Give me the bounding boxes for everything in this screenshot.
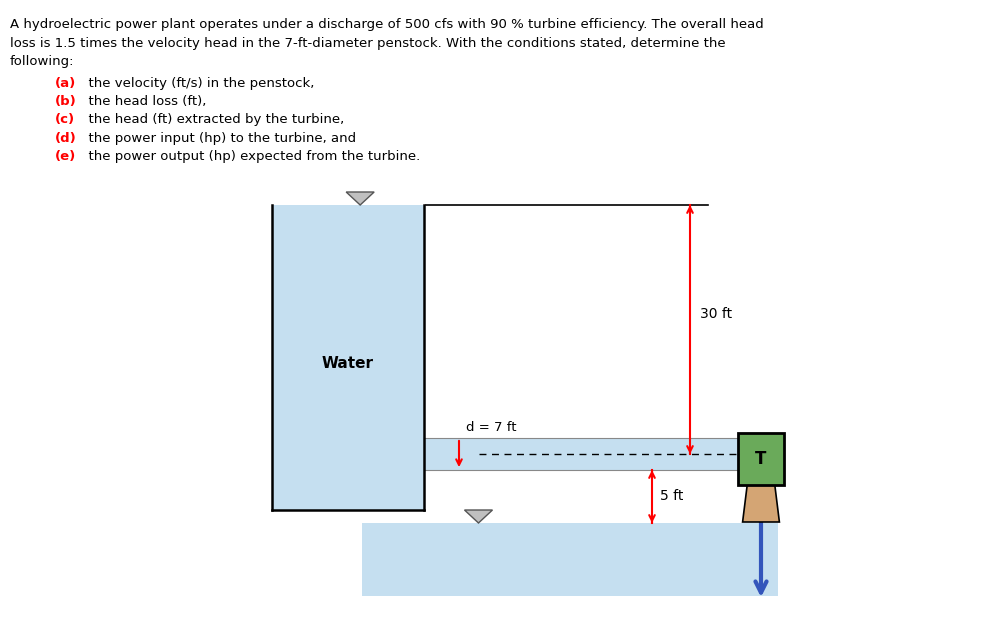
Bar (362, 523, 778, 596)
Text: the head loss (ft),: the head loss (ft), (80, 95, 206, 108)
Bar (738, 433, 784, 485)
Text: loss is 1.5 times the velocity head in the 7-ft-diameter penstock. With the cond: loss is 1.5 times the velocity head in t… (10, 36, 725, 50)
Text: d = 7 ft: d = 7 ft (466, 421, 517, 434)
Text: (d): (d) (55, 132, 77, 145)
Text: (c): (c) (55, 114, 75, 126)
Text: (b): (b) (55, 95, 77, 108)
Polygon shape (464, 510, 492, 523)
Text: 30 ft: 30 ft (700, 308, 732, 322)
Text: 5 ft: 5 ft (660, 489, 684, 504)
Bar (424, 438, 778, 470)
Text: the power output (hp) expected from the turbine.: the power output (hp) expected from the … (80, 151, 420, 163)
Text: Water: Water (322, 356, 374, 371)
Polygon shape (743, 485, 780, 522)
Text: A hydroelectric power plant operates under a discharge of 500 cfs with 90 % turb: A hydroelectric power plant operates und… (10, 18, 764, 31)
Text: T: T (755, 450, 767, 468)
Text: (a): (a) (55, 77, 76, 90)
Bar (272, 205, 424, 510)
Text: following:: following: (10, 55, 74, 68)
Text: (e): (e) (55, 151, 76, 163)
Polygon shape (346, 192, 374, 205)
Text: the power input (hp) to the turbine, and: the power input (hp) to the turbine, and (80, 132, 356, 145)
Text: the velocity (ft/s) in the penstock,: the velocity (ft/s) in the penstock, (80, 77, 314, 90)
Text: the head (ft) extracted by the turbine,: the head (ft) extracted by the turbine, (80, 114, 344, 126)
